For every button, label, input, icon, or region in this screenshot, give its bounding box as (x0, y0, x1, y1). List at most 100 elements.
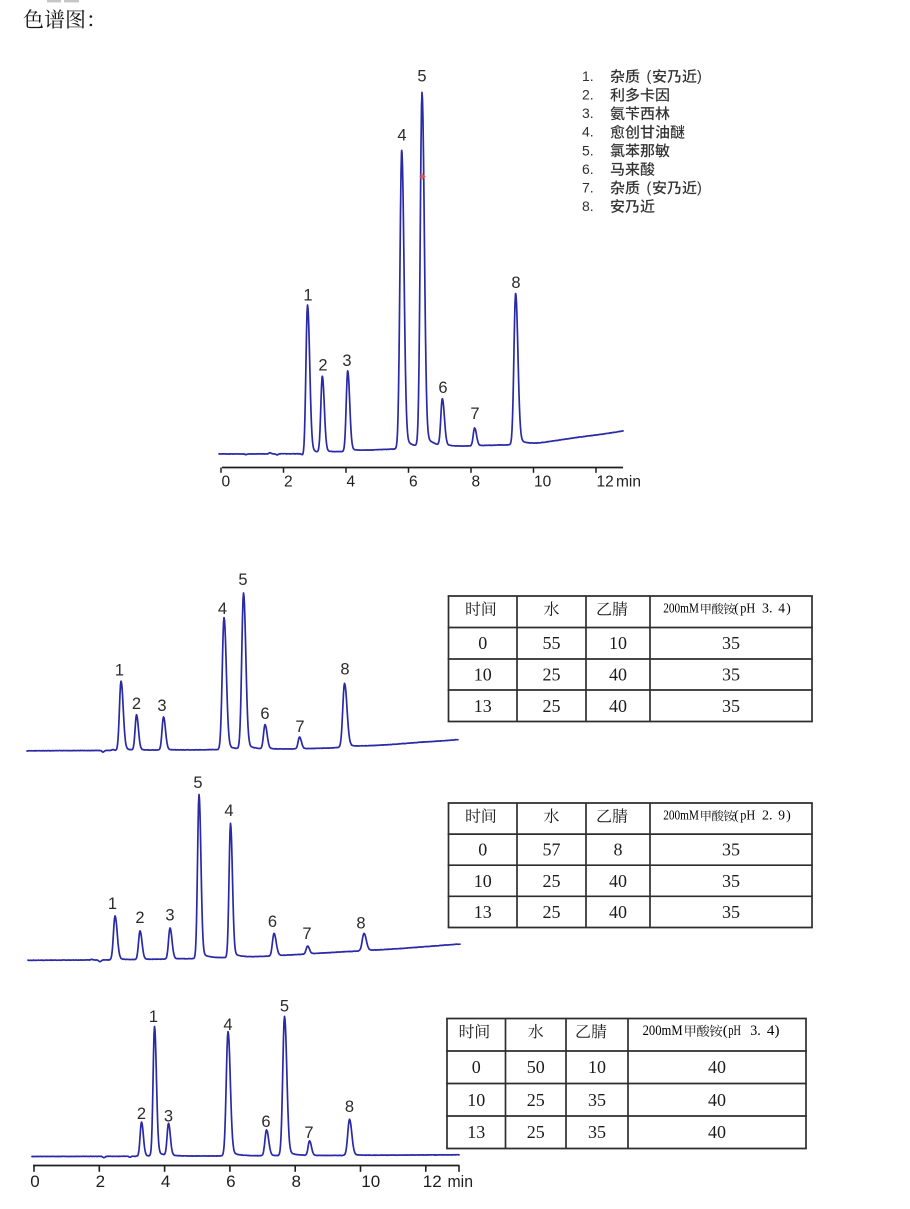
svg-text:7: 7 (304, 1124, 313, 1142)
svg-text:8: 8 (356, 915, 365, 933)
svg-text:35: 35 (722, 633, 740, 653)
svg-text:): ) (786, 601, 791, 616)
svg-text:0: 0 (472, 1057, 481, 1077)
svg-text:8: 8 (291, 1172, 300, 1191)
svg-text:13: 13 (467, 1122, 485, 1142)
svg-text:40: 40 (708, 1057, 726, 1077)
svg-text:8: 8 (345, 1098, 354, 1116)
svg-text:pH: pH (740, 601, 755, 616)
svg-text:3: 3 (165, 906, 174, 924)
svg-text:200mM: 200mM (663, 808, 699, 823)
svg-text:(: ( (647, 69, 652, 85)
svg-text:3: 3 (157, 697, 166, 715)
svg-text:4: 4 (224, 802, 233, 820)
svg-text:1.: 1. (582, 68, 594, 84)
svg-text:6.: 6. (582, 161, 594, 177)
svg-text:(: ( (734, 601, 739, 616)
svg-text:5: 5 (417, 68, 426, 86)
svg-text:7.: 7. (582, 179, 594, 195)
svg-text:2: 2 (135, 909, 144, 927)
svg-text:25: 25 (527, 1090, 545, 1110)
svg-text:0: 0 (478, 840, 487, 860)
svg-text:3: 3 (164, 1107, 173, 1125)
svg-text:12: 12 (597, 474, 614, 491)
svg-text:(: ( (734, 808, 739, 823)
svg-text:5: 5 (193, 774, 202, 792)
svg-text:35: 35 (722, 871, 740, 891)
svg-text:4: 4 (347, 474, 356, 491)
svg-text:12: 12 (423, 1172, 442, 1191)
svg-text:10: 10 (534, 474, 552, 491)
svg-text:25: 25 (527, 1122, 545, 1142)
svg-text:8: 8 (614, 840, 623, 860)
svg-text:25: 25 (543, 665, 561, 685)
svg-text:2.: 2. (762, 808, 773, 823)
svg-text:2: 2 (284, 474, 293, 491)
svg-text:6: 6 (268, 913, 277, 931)
svg-text:4: 4 (218, 600, 227, 618)
svg-text:40: 40 (609, 871, 627, 891)
svg-text:6: 6 (260, 705, 269, 723)
svg-text:1: 1 (303, 286, 312, 304)
svg-text:0: 0 (478, 633, 487, 653)
svg-text:2: 2 (132, 695, 141, 713)
svg-text:40: 40 (708, 1090, 726, 1110)
svg-text:4: 4 (397, 126, 406, 144)
svg-text:pH: pH (728, 1023, 741, 1039)
svg-text:35: 35 (722, 902, 740, 922)
svg-text:35: 35 (722, 696, 740, 716)
svg-text:35: 35 (588, 1090, 606, 1110)
svg-text:3.: 3. (762, 601, 773, 616)
svg-text:40: 40 (708, 1122, 726, 1142)
svg-text:50: 50 (527, 1057, 545, 1077)
svg-text:9: 9 (778, 808, 785, 823)
svg-text:pH: pH (740, 808, 755, 823)
svg-text:4: 4 (161, 1172, 170, 1191)
svg-text:7: 7 (302, 925, 311, 943)
svg-text:200mM: 200mM (643, 1023, 683, 1039)
svg-text:1: 1 (149, 1008, 158, 1026)
svg-text:0: 0 (30, 1172, 39, 1191)
svg-text:25: 25 (543, 902, 561, 922)
svg-text:6: 6 (261, 1113, 270, 1131)
svg-text:1: 1 (115, 661, 124, 679)
svg-text:): ) (697, 69, 702, 85)
svg-text:): ) (775, 1023, 780, 1039)
svg-text:min: min (448, 1172, 474, 1191)
svg-text:55: 55 (543, 633, 561, 653)
svg-text:2: 2 (318, 356, 327, 374)
svg-text:10: 10 (474, 665, 492, 685)
svg-text:35: 35 (722, 665, 740, 685)
svg-text:): ) (786, 808, 791, 823)
svg-text:3: 3 (342, 352, 351, 370)
svg-text:6: 6 (438, 379, 447, 397)
svg-text:4: 4 (767, 1023, 775, 1039)
svg-text:6: 6 (226, 1172, 235, 1191)
svg-text:8.: 8. (582, 198, 594, 214)
svg-text:10: 10 (467, 1090, 485, 1110)
svg-text:2: 2 (96, 1172, 105, 1191)
svg-text:57: 57 (543, 840, 561, 860)
svg-text:2: 2 (137, 1105, 146, 1123)
svg-text:40: 40 (609, 902, 627, 922)
svg-text:4: 4 (778, 601, 785, 616)
svg-text:4: 4 (223, 1016, 232, 1034)
svg-text:3.: 3. (750, 1023, 761, 1039)
svg-text:7: 7 (295, 718, 304, 736)
svg-text:2.: 2. (582, 87, 594, 103)
svg-text:35: 35 (722, 840, 740, 860)
svg-text:5.: 5. (582, 142, 594, 158)
svg-text:25: 25 (543, 871, 561, 891)
svg-text:13: 13 (474, 696, 492, 716)
svg-text:6: 6 (409, 474, 418, 491)
svg-text:40: 40 (609, 665, 627, 685)
svg-text:min: min (616, 474, 641, 491)
svg-text:13: 13 (474, 902, 492, 922)
svg-text:3.: 3. (582, 105, 594, 121)
svg-text:40: 40 (609, 696, 627, 716)
svg-text:0: 0 (222, 474, 231, 491)
svg-text:5: 5 (280, 997, 289, 1015)
svg-text:8: 8 (511, 274, 520, 292)
svg-text:(: ( (647, 180, 652, 196)
svg-text:): ) (697, 180, 702, 196)
